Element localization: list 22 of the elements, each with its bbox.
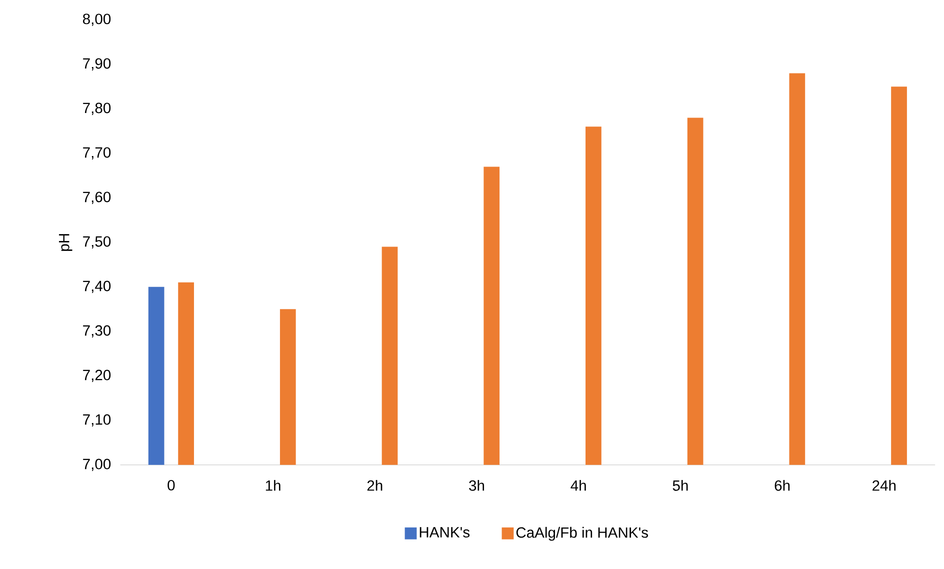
x-tick-label: 4h xyxy=(570,480,586,491)
legend-label: CaAlg/Fb in HANK's xyxy=(516,526,648,541)
x-tick-label: 0 xyxy=(168,480,175,490)
x-tick-label: 5h xyxy=(672,480,688,491)
y-tick-label: 8,00 xyxy=(82,14,111,26)
y-tick-label: 7,20 xyxy=(83,370,111,382)
y-tick-label: 7,00 xyxy=(83,458,111,472)
y-tick-label: 7,90 xyxy=(83,58,111,70)
legend-label: HANK's xyxy=(420,527,470,538)
x-tick-label: 2h xyxy=(367,480,382,491)
y-tick-label: 7,70 xyxy=(83,147,111,160)
y-tick-label: 7,80 xyxy=(83,102,111,115)
y-axis-title: pH xyxy=(58,234,72,251)
y-tick-label: 7,50 xyxy=(83,236,111,248)
y-tick-label: 7,40 xyxy=(83,280,111,293)
x-tick-label: 1h xyxy=(266,480,280,491)
x-tick-label: 3h xyxy=(469,480,484,491)
y-tick-label: 7,10 xyxy=(83,414,111,427)
x-tick-label: 6h xyxy=(774,480,790,491)
x-tick-label: 24h xyxy=(872,480,896,491)
y-tick-label: 7,60 xyxy=(83,192,111,204)
y-tick-label: 7,30 xyxy=(83,325,111,338)
